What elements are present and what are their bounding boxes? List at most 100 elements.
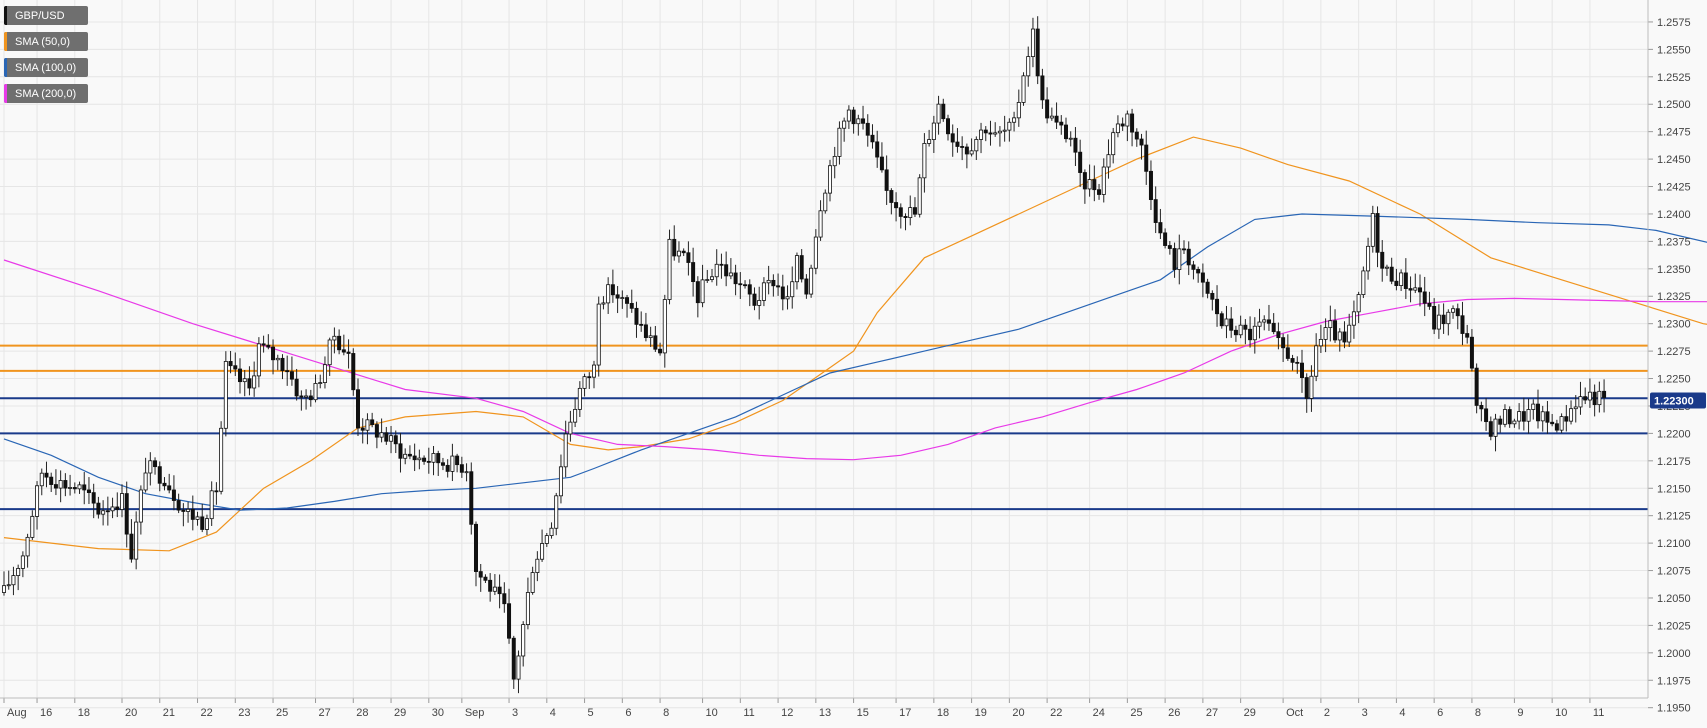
candle-body bbox=[223, 361, 228, 429]
candle-body bbox=[936, 103, 941, 124]
legend-item-gbpusd[interactable]: GBP/USD bbox=[4, 6, 89, 25]
candle-body bbox=[1573, 406, 1578, 410]
candle-body bbox=[620, 297, 625, 299]
candle-body bbox=[351, 353, 356, 391]
y-tick-label: 1.2550 bbox=[1657, 44, 1691, 56]
y-tick-label: 1.2125 bbox=[1657, 511, 1691, 523]
x-tick-label: 6 bbox=[1437, 707, 1443, 719]
candle-body bbox=[1172, 248, 1177, 270]
x-tick-label: 4 bbox=[550, 707, 556, 719]
candle-body bbox=[1139, 138, 1144, 146]
y-tick-label: 1.2375 bbox=[1657, 236, 1691, 248]
x-tick-label: 8 bbox=[1475, 707, 1481, 719]
candle-body bbox=[1536, 403, 1541, 422]
candle-body bbox=[1469, 336, 1474, 369]
candle-body bbox=[436, 453, 441, 464]
x-tick-label: 25 bbox=[1130, 707, 1142, 719]
candle-body bbox=[743, 284, 748, 287]
candle-body bbox=[124, 493, 129, 535]
candle-body bbox=[1451, 308, 1456, 313]
candle-body bbox=[1262, 319, 1267, 323]
grid-layer bbox=[0, 0, 1648, 709]
candle-body bbox=[1030, 28, 1035, 57]
candle-body bbox=[865, 122, 870, 136]
candle-body bbox=[1073, 137, 1078, 153]
candle-body bbox=[705, 279, 710, 281]
candle-body bbox=[563, 433, 568, 468]
candle-body bbox=[318, 382, 323, 384]
candle-body bbox=[1422, 291, 1427, 304]
x-tick-label: 13 bbox=[819, 707, 831, 719]
candle-body bbox=[823, 192, 828, 212]
x-tick-label: 27 bbox=[319, 707, 331, 719]
candle-body bbox=[1300, 362, 1305, 378]
candle-body bbox=[39, 472, 44, 487]
candle-body bbox=[1026, 56, 1031, 77]
candle-body bbox=[1554, 423, 1559, 431]
candle-body bbox=[799, 255, 804, 280]
candle-body bbox=[1347, 324, 1352, 343]
candle-body bbox=[676, 250, 681, 257]
candle-body bbox=[525, 592, 530, 626]
candle-body bbox=[1040, 75, 1045, 101]
candle-body bbox=[1068, 137, 1073, 140]
candle-body bbox=[1380, 251, 1385, 269]
candle-body bbox=[1134, 131, 1139, 140]
sma-200-0-line bbox=[3, 259, 1707, 461]
candle-body bbox=[1007, 121, 1012, 131]
legend-item-sma200[interactable]: SMA (200,0) bbox=[4, 84, 89, 103]
x-tick-label: 20 bbox=[1012, 707, 1024, 719]
candle-body bbox=[908, 207, 913, 218]
y-tick-label: 1.2475 bbox=[1657, 127, 1691, 139]
candle-body bbox=[1512, 420, 1517, 425]
y-tick-label: 1.2025 bbox=[1657, 620, 1691, 632]
candle-body bbox=[686, 252, 691, 263]
candle-body bbox=[1309, 375, 1314, 399]
candle-body bbox=[389, 435, 394, 442]
candle-body bbox=[1318, 338, 1323, 347]
legend-label-sma100: SMA (100,0) bbox=[15, 61, 77, 74]
x-tick-label: 18 bbox=[937, 707, 949, 719]
candle-body bbox=[1252, 325, 1257, 341]
candle-body bbox=[1465, 333, 1470, 338]
candle-body bbox=[464, 471, 469, 474]
candle-body bbox=[1078, 151, 1083, 173]
candle-body bbox=[511, 637, 516, 680]
candle-body bbox=[1361, 270, 1366, 295]
candle-body bbox=[997, 130, 1002, 134]
candle-body bbox=[214, 490, 219, 493]
x-tick-label: 3 bbox=[512, 707, 518, 719]
candle-body bbox=[733, 272, 738, 285]
candle-body bbox=[592, 364, 597, 378]
candle-body bbox=[1436, 314, 1441, 330]
legend-item-sma100[interactable]: SMA (100,0) bbox=[4, 58, 89, 77]
candle-body bbox=[1602, 390, 1607, 398]
x-tick-label: 22 bbox=[1050, 707, 1062, 719]
candle-body bbox=[91, 492, 96, 504]
candle-body bbox=[1455, 308, 1460, 317]
candle-body bbox=[271, 346, 276, 361]
candle-body bbox=[771, 279, 776, 287]
candle-body bbox=[582, 376, 587, 389]
candle-body bbox=[988, 132, 993, 135]
candle-body bbox=[58, 480, 63, 489]
candle-body bbox=[747, 284, 752, 295]
y-tick-label: 1.2200 bbox=[1657, 428, 1691, 440]
candle-body bbox=[44, 472, 49, 478]
candle-body bbox=[233, 365, 238, 370]
candle-body bbox=[894, 202, 899, 209]
candle-body bbox=[1441, 314, 1446, 325]
x-tick-label: 18 bbox=[78, 707, 90, 719]
y-tick-label: 1.2250 bbox=[1657, 374, 1691, 386]
candle-body bbox=[1059, 121, 1064, 126]
candle-body bbox=[1351, 311, 1356, 326]
candle-body bbox=[516, 655, 521, 680]
candle-body bbox=[11, 575, 16, 586]
candle-body bbox=[252, 375, 257, 389]
x-tick-label: 9 bbox=[1517, 707, 1523, 719]
candle-body bbox=[757, 300, 762, 306]
candle-body bbox=[1012, 117, 1017, 123]
candle-body bbox=[710, 276, 715, 280]
legend-item-sma50[interactable]: SMA (50,0) bbox=[4, 32, 89, 51]
candle-body bbox=[818, 210, 823, 238]
